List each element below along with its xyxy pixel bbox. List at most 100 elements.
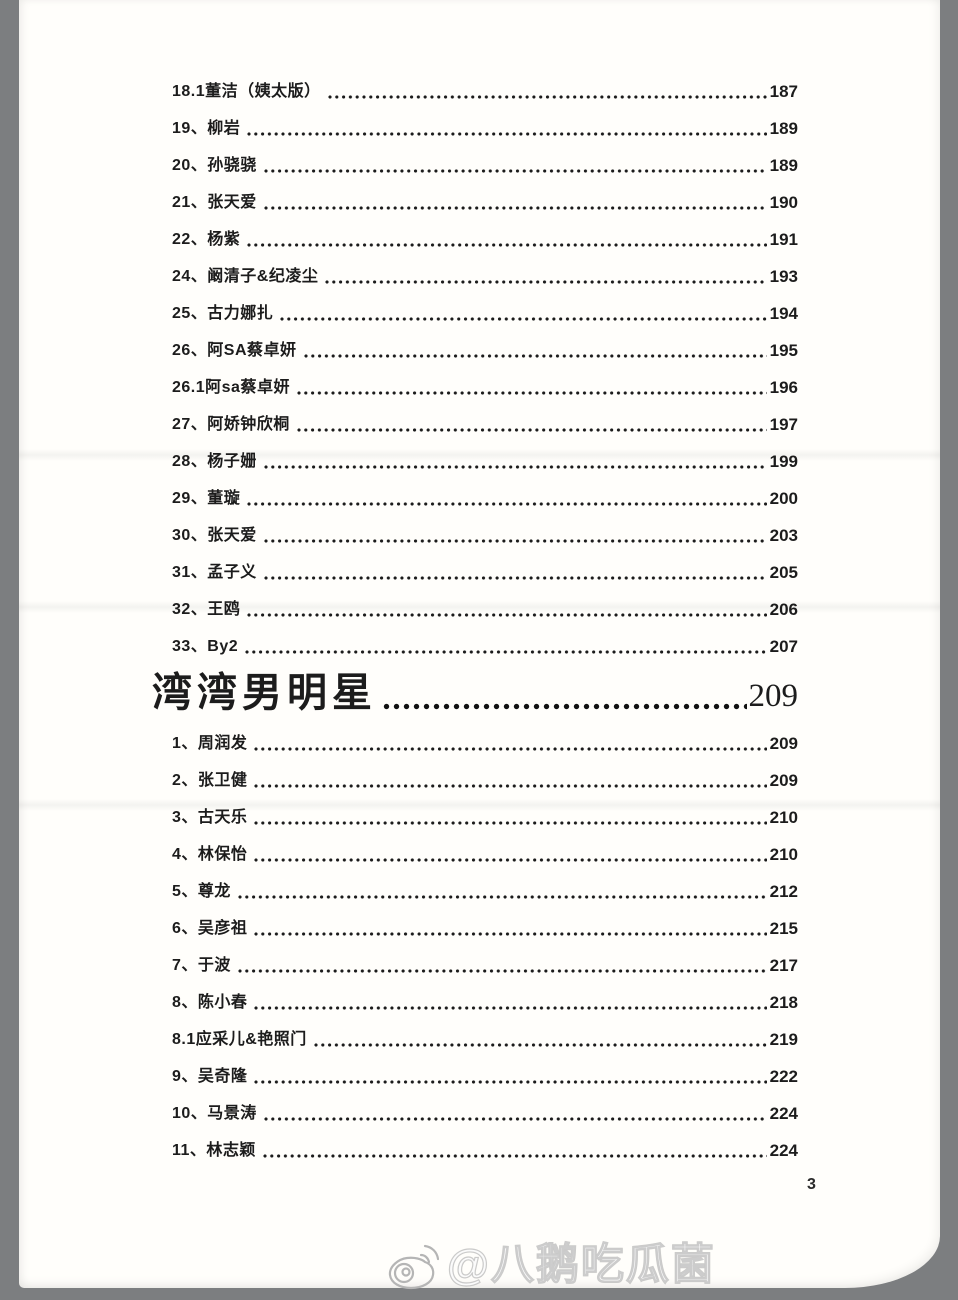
toc-entry-page: 194 [769, 304, 798, 323]
toc-entry-label: 27、阿娇钟欣桐 [172, 416, 290, 433]
toc-entry-label: 3、古天乐 [172, 809, 248, 826]
dot-leader [237, 895, 767, 899]
toc-entry: 27、阿娇钟欣桐 197 [172, 404, 798, 441]
toc-entry-label: 30、张天爱 [172, 527, 257, 544]
dot-leader [296, 391, 767, 395]
toc-entry-page: 207 [769, 637, 798, 656]
dot-leader [254, 1006, 767, 1010]
toc-entry: 25、古力娜扎 194 [172, 293, 798, 330]
dot-leader [254, 784, 767, 788]
toc-entry: 30、张天爱 203 [172, 515, 798, 552]
dot-leader [263, 1117, 767, 1121]
toc-entry-label: 9、吴奇隆 [172, 1068, 248, 1085]
toc-entry-page: 196 [769, 378, 798, 397]
toc-entry-label: 33、By2 [172, 638, 239, 655]
dot-leader [254, 932, 767, 936]
watermark: @八鹅吃瓜菌 [381, 1240, 716, 1290]
toc-entry-page: 200 [769, 489, 798, 508]
toc-entry: 8.1应采儿&艳照门 219 [172, 1019, 798, 1056]
toc-entry-label: 4、林保怡 [172, 846, 248, 863]
toc-entry-label: 10、马景涛 [172, 1105, 257, 1122]
toc-entry-page: 210 [769, 808, 798, 827]
toc-entry-label: 8、陈小春 [172, 994, 248, 1011]
toc-entry: 32、王鸥 206 [172, 589, 798, 626]
toc-entry-page: 224 [769, 1104, 798, 1123]
toc-entry-page: 222 [769, 1067, 798, 1086]
toc-entry-label: 25、古力娜扎 [172, 305, 274, 322]
toc-entry-label: 19、柳岩 [172, 120, 241, 137]
weibo-icon [388, 1244, 439, 1290]
dot-leader [327, 95, 767, 99]
table-of-contents: 18.1董洁（姨太版） 187 19、柳岩 189 20、孙骁骁 189 21、… [152, 71, 799, 1167]
toc-entry-page: 217 [769, 956, 798, 975]
document-page: 18.1董洁（姨太版） 187 19、柳岩 189 20、孙骁骁 189 21、… [19, 0, 940, 1288]
toc-entry-label: 26、阿SA蔡卓妍 [172, 342, 297, 359]
dot-leader [383, 703, 747, 710]
toc-entry-page: 203 [769, 526, 798, 545]
toc-entry: 4、林保怡 210 [172, 834, 798, 871]
page-number-footer: 3 [807, 1176, 816, 1193]
toc-entry: 22、杨紫 191 [172, 219, 798, 256]
toc-entry: 20、孙骁骁 189 [172, 145, 798, 182]
dot-leader [254, 821, 767, 825]
toc-entry-label: 24、阚清子&纪凌尘 [172, 268, 319, 285]
toc-entry-page: 209 [748, 678, 799, 714]
toc-entry-label: 18.1董洁（姨太版） [172, 83, 321, 100]
toc-entry-page: 218 [769, 993, 798, 1012]
toc-entry-label: 5、尊龙 [172, 883, 231, 900]
toc-entry: 7、于波 217 [172, 945, 798, 982]
toc-entry: 8、陈小春 218 [172, 982, 798, 1019]
toc-entry-label: 32、王鸥 [172, 601, 241, 618]
toc-entry-page: 215 [769, 919, 798, 938]
toc-entry-page: 195 [769, 341, 798, 360]
toc-entry: 24、阚清子&纪凌尘 193 [172, 256, 798, 293]
toc-entry-page: 189 [769, 156, 798, 175]
toc-entry-label: 8.1应采儿&艳照门 [172, 1031, 307, 1048]
toc-entry-page: 199 [769, 452, 798, 471]
dot-leader [254, 858, 767, 862]
dot-leader [263, 576, 767, 580]
toc-entry-page: 209 [769, 771, 798, 790]
toc-entry-page: 190 [769, 193, 798, 212]
dot-leader [303, 354, 767, 358]
toc-entry-page: 209 [769, 734, 798, 753]
dot-leader [262, 1154, 767, 1158]
toc-entry-label: 26.1阿sa蔡卓妍 [172, 379, 290, 396]
dot-leader [254, 1080, 767, 1084]
dot-leader [263, 169, 767, 173]
dot-leader [254, 747, 767, 751]
dot-leader [247, 613, 767, 617]
dot-leader [280, 317, 767, 321]
toc-entry-label: 湾湾男明星 [152, 671, 377, 715]
watermark-text: @八鹅吃瓜菌 [446, 1240, 716, 1289]
toc-entry: 26.1阿sa蔡卓妍 196 [172, 367, 798, 404]
toc-entry: 18.1董洁（姨太版） 187 [172, 71, 798, 108]
toc-entry: 29、董璇 200 [172, 478, 798, 515]
dot-leader [263, 539, 767, 543]
toc-entry: 10、马景涛 224 [172, 1093, 798, 1130]
toc-entry-label: 11、林志颖 [172, 1142, 256, 1159]
dot-leader [245, 650, 767, 654]
toc-entry-label: 7、于波 [172, 957, 231, 974]
toc-entry-label: 29、董璇 [172, 490, 241, 507]
dot-leader [325, 280, 767, 284]
toc-entry-label: 21、张天爱 [172, 194, 257, 211]
toc-entry: 33、By2 207 [172, 626, 798, 663]
toc-entry: 5、尊龙 212 [172, 871, 798, 908]
dot-leader [247, 243, 767, 247]
dot-leader [313, 1043, 767, 1047]
toc-entry: 1、周润发 209 [172, 723, 798, 760]
toc-entry-label: 22、杨紫 [172, 231, 241, 248]
dot-leader [237, 969, 767, 973]
toc-entry: 9、吴奇隆 222 [172, 1056, 798, 1093]
toc-entry-label: 31、孟子义 [172, 564, 257, 581]
toc-section-row: 湾湾男明星 209 [152, 663, 799, 723]
toc-entry-label: 28、杨子姗 [172, 453, 257, 470]
dot-leader [296, 428, 767, 432]
toc-entry-label: 6、吴彦祖 [172, 920, 248, 937]
toc-entry: 3、古天乐 210 [172, 797, 798, 834]
toc-entry-page: 197 [769, 415, 798, 434]
toc-entry-page: 205 [769, 563, 798, 582]
toc-entry: 31、孟子义 205 [172, 552, 798, 589]
